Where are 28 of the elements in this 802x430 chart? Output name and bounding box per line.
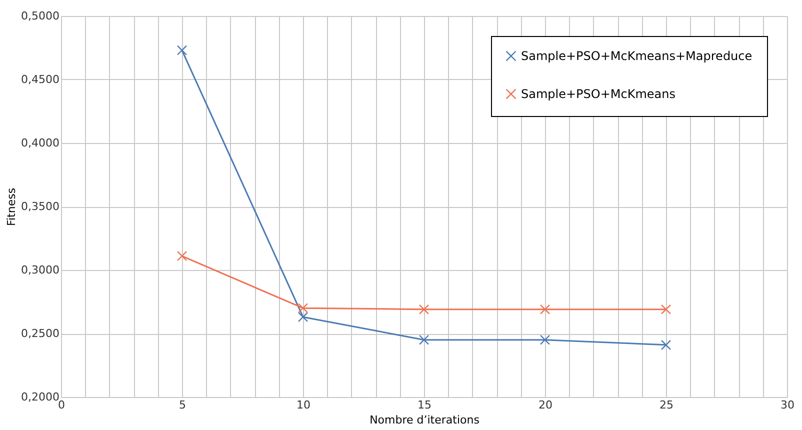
point bbox=[418, 334, 430, 345]
y-tick-label: 0,4500 bbox=[21, 73, 60, 86]
point bbox=[298, 303, 308, 314]
point bbox=[176, 45, 188, 56]
y-tick-label: 0,2000 bbox=[21, 390, 60, 404]
x-tick-label: 5 bbox=[179, 398, 186, 412]
x-tick-label: 30 bbox=[780, 398, 794, 412]
legend-label: Sample+PSO+McKmeans+Mapreduce bbox=[521, 49, 752, 63]
point bbox=[298, 312, 308, 322]
x-tick-label: 10 bbox=[296, 398, 310, 412]
x-tick-label: 0 bbox=[58, 398, 65, 412]
y-tick-label: 0,3500 bbox=[21, 200, 60, 213]
point bbox=[540, 334, 550, 345]
point bbox=[660, 340, 672, 350]
y-tick-label: 0,2500 bbox=[21, 327, 60, 340]
x-tick-label: 25 bbox=[660, 398, 674, 412]
point bbox=[418, 304, 430, 314]
legend-label: Sample+PSO+McKmeans bbox=[521, 87, 676, 101]
point bbox=[660, 304, 672, 314]
y-tick-label: 0,3000 bbox=[21, 264, 60, 276]
x-tick-label: 20 bbox=[538, 398, 552, 412]
y-tick-label: 0,5000 bbox=[21, 10, 60, 22]
y-tick-label: 0,4000 bbox=[21, 136, 60, 150]
point bbox=[176, 250, 188, 262]
point bbox=[540, 304, 550, 314]
x-axis-title: Nombre d’iterations bbox=[370, 414, 480, 426]
x-tick-label: 15 bbox=[418, 398, 432, 412]
y-axis-title: Fitness bbox=[5, 188, 18, 226]
